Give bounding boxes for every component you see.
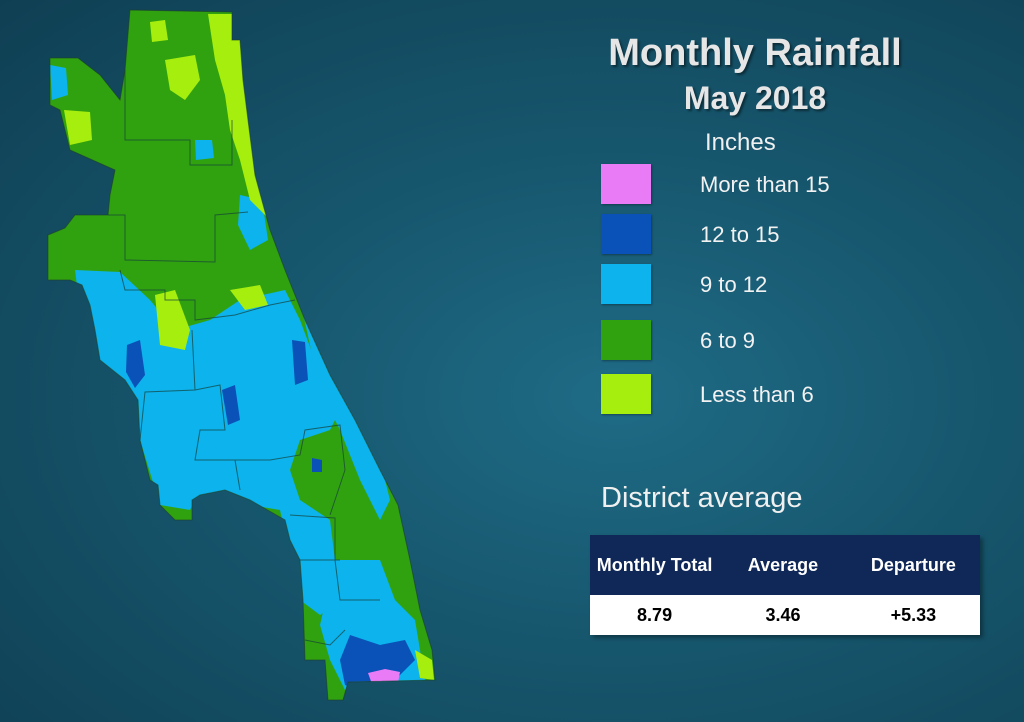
- legend-item-more-than-15: More than 15: [601, 164, 901, 204]
- legend-item-12-to-15: 12 to 15: [601, 214, 901, 254]
- value-departure: +5.33: [846, 595, 980, 635]
- legend-label: More than 15: [700, 172, 830, 197]
- legend-swatch: [601, 264, 651, 304]
- header-average: Average: [719, 535, 847, 595]
- legend-title: Inches: [705, 129, 776, 156]
- table-row: 8.79 3.46 +5.33: [590, 595, 980, 635]
- table-header-row: Monthly Total Average Departure: [590, 535, 980, 595]
- map-subtitle: May 2018: [683, 80, 827, 116]
- legend-swatch: [601, 374, 651, 414]
- header-departure: Departure: [846, 535, 980, 595]
- legend-item-6-to-9: 6 to 9: [601, 320, 901, 360]
- legend-label: 6 to 9: [700, 328, 756, 353]
- legend-label: 9 to 12: [700, 272, 768, 297]
- header-monthly-total: Monthly Total: [590, 535, 720, 595]
- district-average-table: Monthly Total Average Departure 8.79 3.4…: [590, 535, 980, 635]
- map-title: Monthly Rainfall: [608, 32, 902, 74]
- district-average-title: District average: [601, 482, 803, 514]
- legend-swatch: [601, 214, 651, 254]
- pink-zones: [368, 669, 400, 684]
- value-monthly-total: 8.79: [590, 595, 720, 635]
- legend-swatch: [601, 164, 651, 204]
- legend-swatch: [601, 320, 651, 360]
- district-outline: [47, 9, 436, 701]
- legend-label: 12 to 15: [700, 222, 780, 247]
- legend-label: Less than 6: [700, 382, 814, 407]
- legend-item-9-to-12: 9 to 12: [601, 264, 901, 304]
- legend-item-less-than-6: Less than 6: [601, 374, 901, 414]
- county-boundaries: [108, 70, 380, 646]
- value-average: 3.46: [719, 595, 847, 635]
